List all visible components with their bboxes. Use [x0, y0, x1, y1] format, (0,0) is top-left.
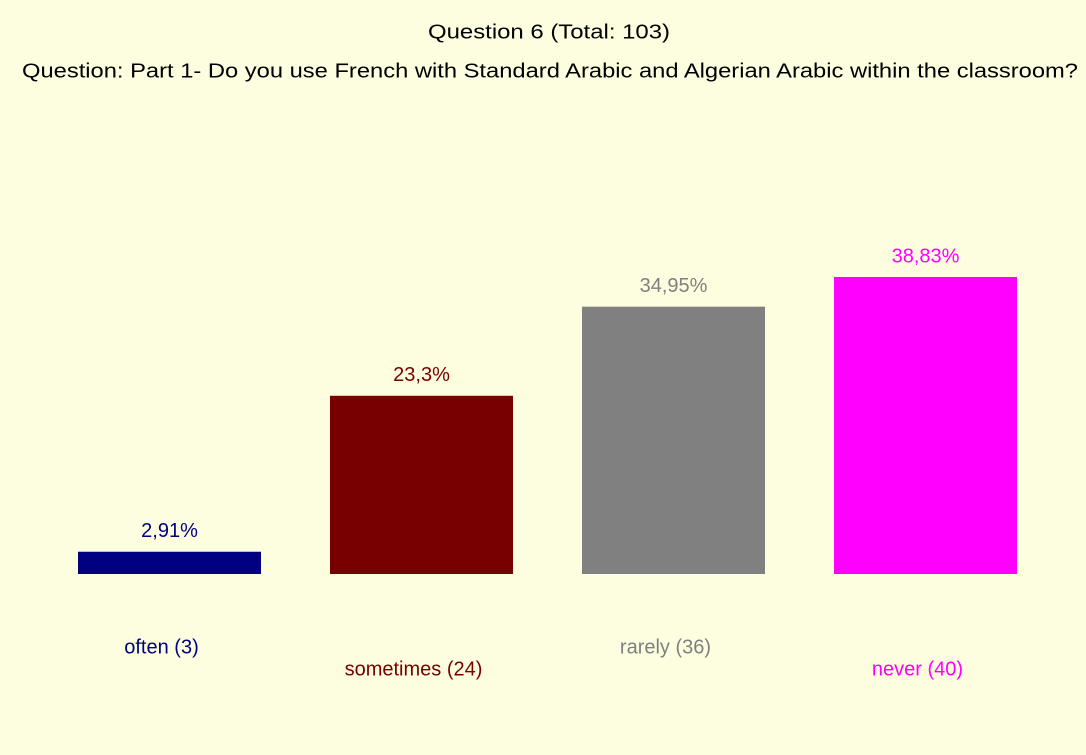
- category-label: sometimes (24): [345, 658, 483, 680]
- chart-title: Question 6 (Total: 103): [428, 21, 670, 43]
- chart-subtitle: Question: Part 1- Do you use French with…: [22, 60, 1078, 82]
- value-label: 2,91%: [141, 520, 198, 542]
- bar: [78, 551, 261, 574]
- category-label: never (40): [872, 658, 963, 680]
- bar: [330, 395, 513, 574]
- value-label: 34,95%: [640, 275, 708, 297]
- value-label: 38,83%: [892, 245, 960, 267]
- bar: [834, 277, 1017, 574]
- category-label: rarely (36): [620, 636, 711, 658]
- value-label: 23,3%: [393, 364, 450, 386]
- category-label: often (3): [124, 636, 198, 658]
- bar: [582, 306, 765, 574]
